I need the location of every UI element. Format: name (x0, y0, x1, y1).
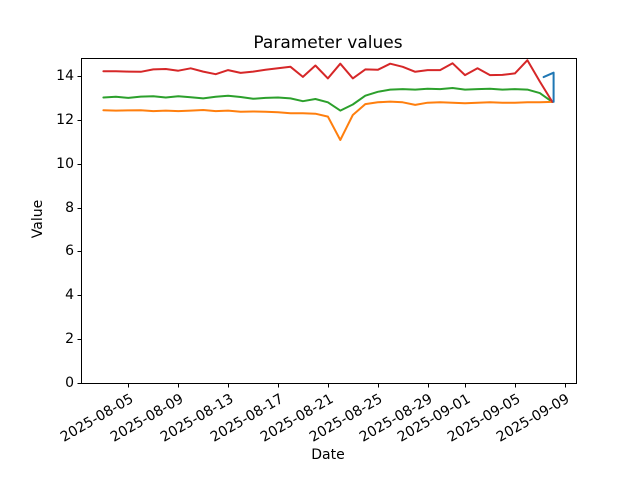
y-tick-label: 8 (65, 199, 74, 216)
y-tick-label: 6 (65, 243, 74, 260)
y-tick-label: 10 (56, 155, 74, 172)
series-line-orange (102, 100, 554, 141)
plot-border (81, 58, 577, 384)
chart-title: Parameter values (253, 33, 403, 53)
series-line-red (102, 59, 554, 103)
series-line-green (102, 87, 554, 112)
y-tick-label: 14 (56, 67, 74, 84)
y-tick-label: 2 (65, 331, 74, 348)
y-tick-label: 12 (56, 111, 74, 128)
x-axis-label: Date (311, 447, 345, 463)
y-tick-label: 4 (65, 287, 74, 304)
series-line-blue (542, 71, 555, 103)
y-tick-label: 0 (65, 375, 74, 391)
